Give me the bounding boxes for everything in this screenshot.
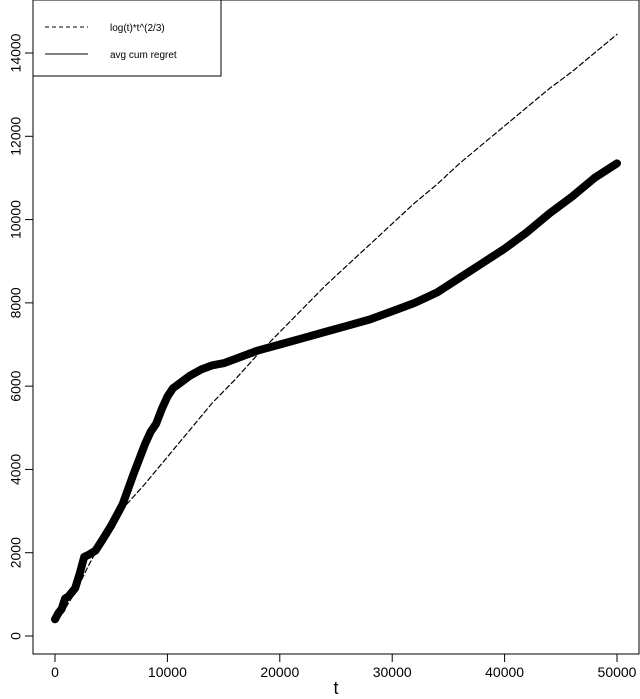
series-layer	[51, 33, 621, 624]
y-tick-label: 0	[8, 632, 24, 640]
legend-entry-0: log(t)*t^(2/3)	[110, 23, 165, 34]
x-tick-label: 10000	[148, 664, 187, 680]
y-tick-label: 8000	[8, 287, 24, 318]
series-line-avg-cum-regret	[51, 159, 621, 624]
x-tick-label: 50000	[598, 664, 637, 680]
x-tick-label: 30000	[373, 664, 412, 680]
y-tick-label: 12000	[8, 117, 24, 156]
y-axis: 0 2000 4000 6000 8000 10000 12000 14000	[8, 33, 34, 640]
x-tick-label: 40000	[485, 664, 524, 680]
x-tick-label: 20000	[260, 664, 299, 680]
legend-entry-1: avg cum regret	[110, 50, 177, 61]
x-axis-title: t	[333, 678, 338, 698]
y-tick-label: 4000	[8, 454, 24, 485]
legend-box	[32, 0, 222, 77]
y-tick-label: 14000	[8, 33, 24, 72]
y-tick-label: 10000	[8, 200, 24, 239]
x-tick-label: 0	[51, 664, 59, 680]
y-tick-label: 6000	[8, 370, 24, 401]
y-tick-label: 2000	[8, 537, 24, 568]
legend: log(t)*t^(2/3) avg cum regret	[32, 0, 222, 77]
x-axis: 0 10000 20000 30000 40000 50000	[51, 653, 637, 680]
